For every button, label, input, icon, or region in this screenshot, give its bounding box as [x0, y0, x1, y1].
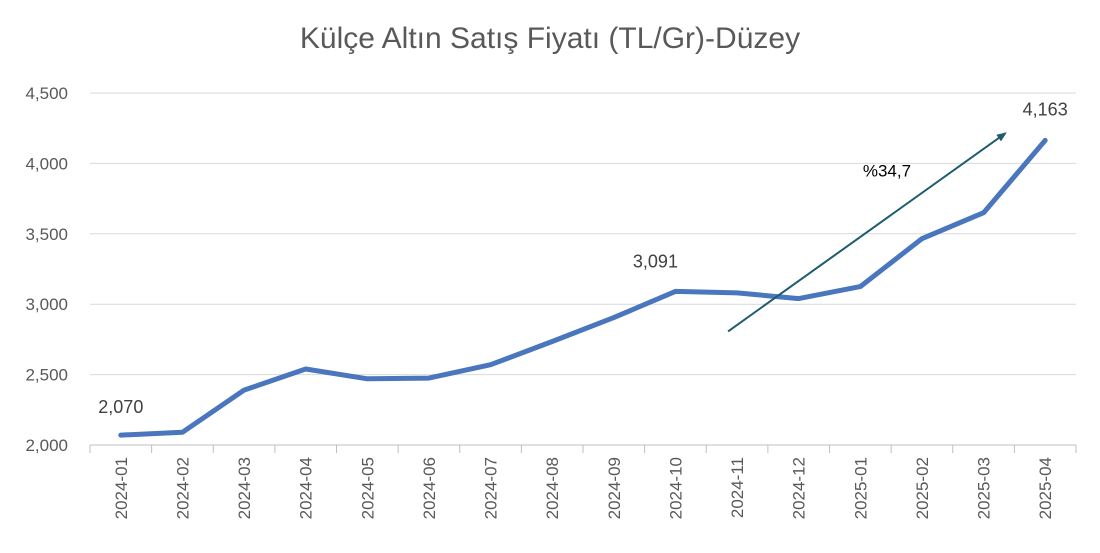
y-tick-label: 2,500	[25, 366, 68, 385]
chart-title: Külçe Altın Satış Fiyatı (TL/Gr)-Düzey	[300, 22, 800, 55]
x-tick-label: 2024-07	[482, 457, 501, 519]
y-tick-label: 4,000	[25, 154, 68, 173]
x-tick-label: 2024-08	[543, 457, 562, 519]
x-tick-label: 2024-12	[790, 457, 809, 519]
data-label: 2,070	[98, 397, 143, 417]
x-tick-label: 2025-02	[913, 457, 932, 519]
y-axis-ticks: 2,000 2,500 3,000 3,500 4,000 4,500	[25, 84, 68, 455]
x-tick-label: 2024-03	[235, 457, 254, 519]
y-tick-label: 3,000	[25, 295, 68, 314]
y-tick-label: 3,500	[25, 225, 68, 244]
growth-annotation: %34,7	[727, 132, 1007, 333]
x-tick-label: 2024-01	[112, 457, 131, 519]
gridlines	[90, 92, 1076, 446]
growth-arrow	[727, 132, 1007, 333]
data-label: 3,091	[633, 251, 678, 271]
x-tick-label: 2024-11	[728, 457, 747, 518]
x-tick-label: 2024-09	[605, 457, 624, 519]
x-axis-ticks: 2024-01 2024-02 2024-03 2024-04 2024-05 2024-…	[89, 445, 1077, 519]
x-tick-label: 2024-05	[358, 457, 377, 519]
x-tick-label: 2025-01	[851, 457, 870, 519]
data-labels: 2,070 3,091 4,163	[98, 99, 1067, 417]
growth-percent-label: %34,7	[863, 161, 911, 180]
x-tick-label: 2024-06	[420, 457, 439, 519]
data-label: 4,163	[1023, 99, 1068, 119]
series-layer	[118, 137, 1048, 438]
series-line	[118, 137, 1048, 438]
x-tick-label: 2024-02	[173, 457, 192, 519]
x-tick-label: 2025-04	[1036, 457, 1055, 519]
x-tick-label: 2024-04	[297, 457, 316, 519]
x-tick-label: 2025-03	[975, 457, 994, 519]
y-tick-label: 2,000	[25, 436, 68, 455]
x-tick-label: 2024-10	[666, 457, 685, 519]
y-tick-label: 4,500	[25, 84, 68, 103]
